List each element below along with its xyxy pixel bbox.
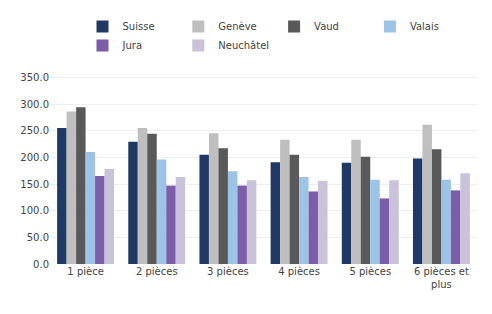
svg-text:200.0: 200.0 xyxy=(20,152,49,163)
svg-text:4 pièces: 4 pièces xyxy=(278,266,320,277)
svg-text:0.0: 0.0 xyxy=(33,259,49,270)
svg-text:50.0: 50.0 xyxy=(27,232,49,243)
svg-text:Neuchâtel: Neuchâtel xyxy=(218,40,269,51)
svg-text:350.0: 350.0 xyxy=(20,72,49,83)
svg-text:2 pièces: 2 pièces xyxy=(136,266,178,277)
svg-text:150.0: 150.0 xyxy=(20,179,49,190)
svg-text:3 pièces: 3 pièces xyxy=(207,266,249,277)
svg-text:Valais: Valais xyxy=(410,21,439,32)
svg-text:Vaud: Vaud xyxy=(314,21,339,32)
svg-text:Suisse: Suisse xyxy=(123,21,155,32)
svg-text:1 pièce: 1 pièce xyxy=(67,266,103,277)
svg-text:250.0: 250.0 xyxy=(20,125,49,136)
svg-text:Genève: Genève xyxy=(218,21,256,32)
svg-text:6 pièces etplus: 6 pièces etplus xyxy=(414,266,469,290)
svg-text:300.0: 300.0 xyxy=(20,99,49,110)
svg-text:5 pièces: 5 pièces xyxy=(349,266,391,277)
svg-text:100.0: 100.0 xyxy=(20,205,49,216)
svg-text:Jura: Jura xyxy=(122,40,143,51)
